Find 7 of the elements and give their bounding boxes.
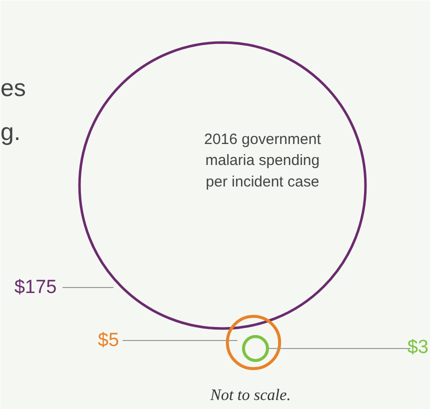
text: 2016 government malaria spending per incident case [204,130,322,190]
data-label: $3 [407,337,429,358]
text: Not to scale. [209,387,291,404]
text: es [0,75,26,102]
text: g. [0,119,21,146]
data-label: $5 [98,330,120,351]
data-label: $175 [14,277,57,298]
